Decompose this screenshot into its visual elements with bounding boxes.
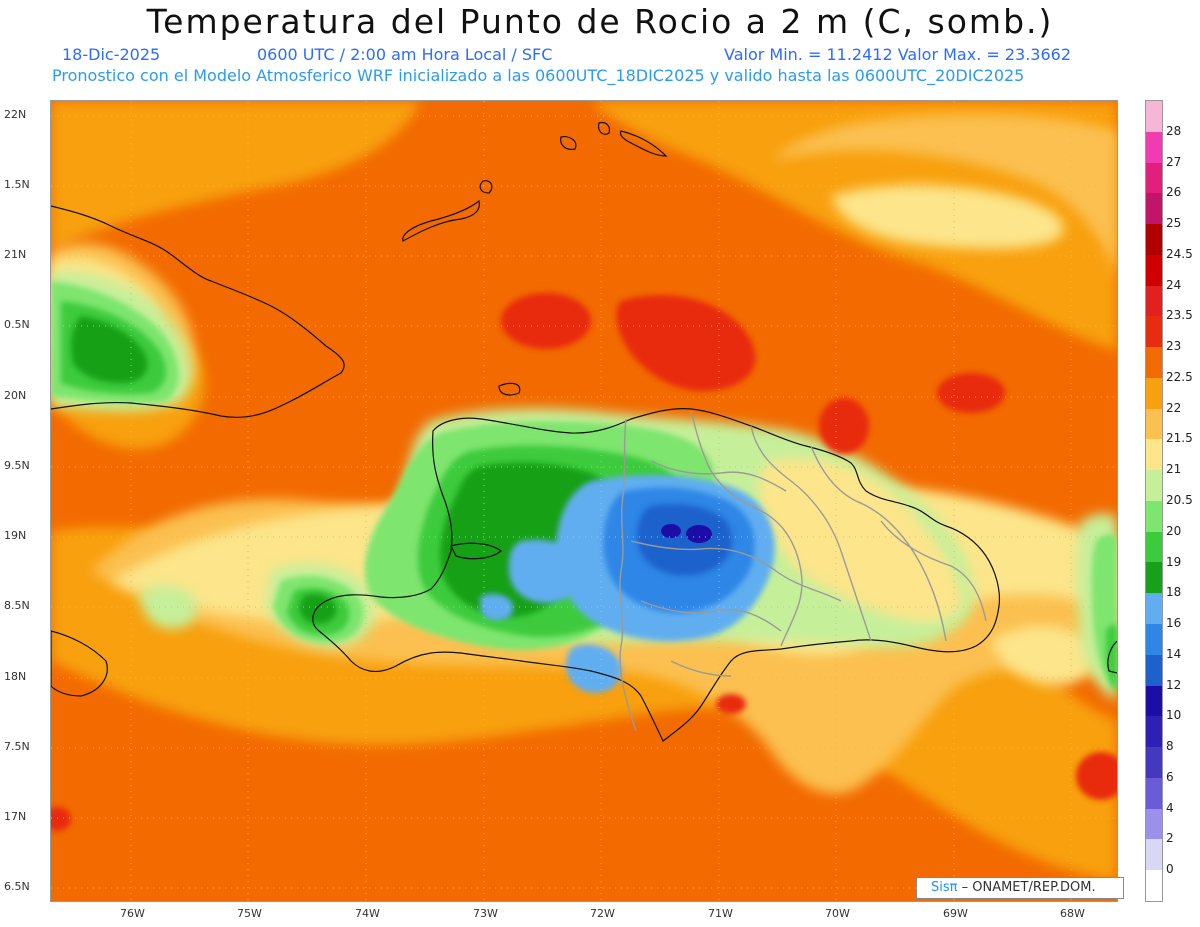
lon-label: 74W (355, 907, 380, 920)
lat-label: 18N (4, 670, 27, 683)
graticule (51, 101, 1117, 901)
colorbar-label: 0 (1166, 862, 1174, 877)
lat-label: 20N (4, 389, 27, 402)
colorbar-label: 26 (1166, 185, 1182, 200)
colorbar-label: 18 (1166, 585, 1182, 600)
colorbar-label: 24 (1166, 277, 1182, 292)
colorbar-swatch (1146, 808, 1162, 840)
colorbar-label: 22 (1166, 400, 1182, 415)
colorbar-label: 25 (1166, 216, 1182, 231)
colorbar-swatch (1146, 316, 1162, 348)
colorbar-swatch (1146, 377, 1162, 409)
lat-label: 9.5N (4, 459, 30, 472)
colorbar-swatch (1146, 839, 1162, 871)
colorbar-label: 2 (1166, 831, 1174, 846)
lat-label: 22N (4, 108, 27, 121)
colorbar-label: 6 (1166, 769, 1174, 784)
colorbar-label: 23.5 (1166, 308, 1193, 323)
colorbar-swatch (1146, 347, 1162, 378)
colorbar-swatch (1146, 500, 1162, 532)
colorbar-label: 10 (1166, 708, 1182, 723)
colorbar-swatch (1146, 193, 1162, 225)
colorbar-swatch (1146, 531, 1162, 563)
lon-label: 73W (473, 907, 498, 920)
colorbar-label: 16 (1166, 616, 1182, 631)
lon-label: 71W (708, 907, 733, 920)
colorbar-label: 23 (1166, 339, 1182, 354)
colorbar-label: 20 (1166, 523, 1182, 538)
dewpoint-field (51, 101, 1117, 901)
coastlines (51, 121, 1117, 742)
dewpoint-map (50, 100, 1118, 902)
colorbar-swatch (1146, 654, 1162, 686)
map-title: Temperatura del Punto de Rocio a 2 m (C,… (146, 2, 1054, 41)
colorbar-swatch (1146, 624, 1162, 655)
colorbar-label: 19 (1166, 554, 1182, 569)
sis-logo: Sisπ (931, 880, 958, 895)
min-max-values: Valor Min. = 11.2412 Valor Max. = 23.366… (724, 45, 1072, 64)
lon-label: 75W (237, 907, 262, 920)
lat-label: 6.5N (4, 880, 30, 893)
lon-label: 72W (590, 907, 615, 920)
colorbar (1145, 100, 1163, 902)
colorbar-swatch (1146, 562, 1162, 594)
colorbar-label: 14 (1166, 646, 1182, 661)
colorbar-swatch (1146, 408, 1162, 440)
colorbar-swatch (1146, 101, 1162, 132)
colorbar-label: 8 (1166, 739, 1174, 754)
field-10 (661, 524, 712, 543)
colorbar-swatch (1146, 131, 1162, 163)
colorbar-label: 12 (1166, 677, 1182, 692)
credit-box: Sisπ – ONAMET/REP.DOM. (916, 877, 1124, 899)
lat-label: 0.5N (4, 318, 30, 331)
field-east-yellow (759, 458, 962, 623)
field-12 (636, 504, 733, 576)
lat-label: 17N (4, 810, 27, 823)
model-info: Pronostico con el Modelo Atmosferico WRF… (52, 66, 1025, 85)
colorbar-swatch (1146, 777, 1162, 809)
lon-label: 69W (943, 907, 968, 920)
colorbar-swatch (1146, 593, 1162, 625)
colorbar-swatch (1146, 685, 1162, 717)
colorbar-swatch (1146, 870, 1162, 901)
credit-text: – ONAMET/REP.DOM. (957, 880, 1096, 895)
colorbar-swatch (1146, 439, 1162, 471)
lon-label: 68W (1060, 907, 1085, 920)
colorbar-label: 24.5 (1166, 246, 1193, 261)
lon-label: 70W (825, 907, 850, 920)
colorbar-swatch (1146, 224, 1162, 255)
forecast-time: 0600 UTC / 2:00 am Hora Local / SFC (257, 45, 553, 64)
colorbar-label: 21 (1166, 462, 1182, 477)
colorbar-label: 4 (1166, 800, 1174, 815)
lat-label: 19N (4, 529, 27, 542)
lon-label: 76W (120, 907, 145, 920)
lat-label: 8.5N (4, 599, 30, 612)
forecast-date: 18-Dic-2025 (62, 45, 161, 64)
colorbar-label: 27 (1166, 154, 1182, 169)
provincial-borders (619, 410, 987, 732)
lat-label: 21N (4, 248, 27, 261)
colorbar-swatch (1146, 285, 1162, 317)
colorbar-label: 20.5 (1166, 493, 1193, 507)
lat-label: 7.5N (4, 740, 30, 753)
colorbar-swatch (1146, 747, 1162, 778)
colorbar-swatch (1146, 162, 1162, 194)
colorbar-label: 21.5 (1166, 431, 1193, 446)
colorbar-label: 22.5 (1166, 369, 1193, 384)
colorbar-label: 28 (1166, 123, 1182, 138)
lat-label: 1.5N (4, 178, 30, 191)
colorbar-swatch (1146, 716, 1162, 748)
colorbar-swatch (1146, 470, 1162, 501)
colorbar-swatch (1146, 254, 1162, 286)
